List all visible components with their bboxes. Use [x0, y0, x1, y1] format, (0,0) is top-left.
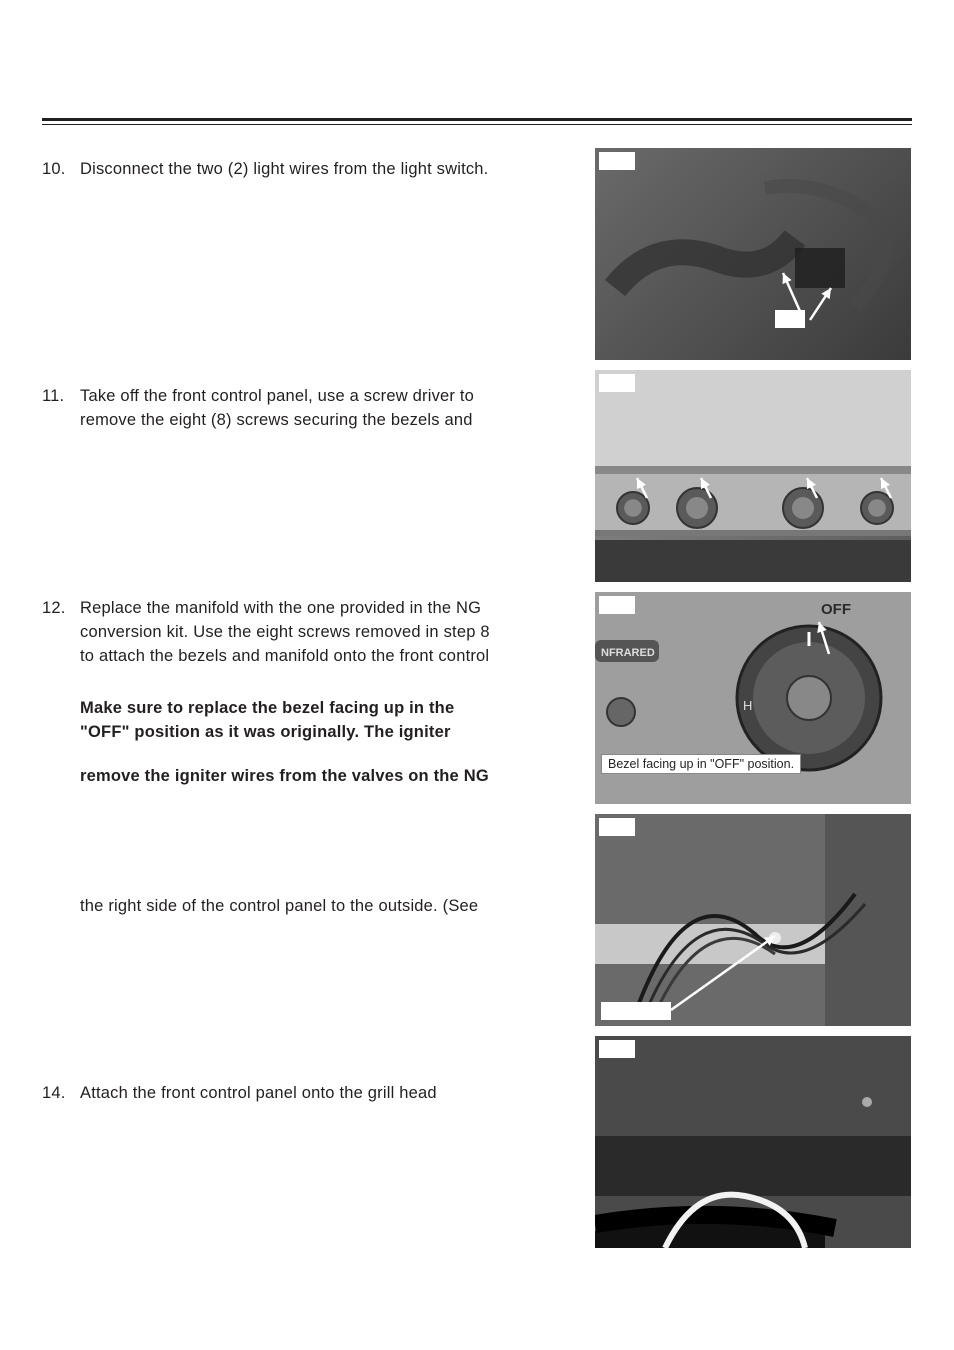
- step-text: Replace the manifold with the one provid…: [80, 597, 582, 789]
- figure-annotation: [775, 310, 805, 328]
- step-number: 14.: [42, 1082, 80, 1106]
- step-line: Disconnect the two (2) light wires from …: [80, 158, 582, 182]
- rule-thin: [42, 124, 912, 125]
- step-bold-line: Make sure to replace the bezel facing up…: [80, 697, 582, 721]
- figure-annotation: [601, 1002, 671, 1020]
- figure-graphic: [595, 370, 911, 582]
- step-line: Take off the front control panel, use a …: [80, 385, 582, 409]
- step-line: remove the eight (8) screws securing the…: [80, 409, 582, 433]
- figure-graphic: [595, 1036, 911, 1248]
- step-line: to attach the bezels and manifold onto t…: [80, 645, 582, 669]
- header-rule: [42, 118, 912, 125]
- step-bold-line: "OFF" position as it was originally. The…: [80, 721, 582, 745]
- svg-text:NFRARED: NFRARED: [601, 647, 655, 659]
- step-text: the right side of the control panel to t…: [80, 895, 582, 919]
- step-text: Take off the front control panel, use a …: [80, 385, 582, 433]
- step-number: 11.: [42, 385, 80, 433]
- step: 12.Replace the manifold with the one pro…: [42, 597, 582, 789]
- figure-label: [599, 596, 635, 614]
- fig12: OFF NFRARED H Bezel facing up in "OFF" pos…: [595, 592, 911, 804]
- step-line: Replace the manifold with the one provid…: [80, 597, 582, 621]
- step-bold-line: remove the igniter wires from the valves…: [80, 765, 582, 789]
- svg-text:OFF: OFF: [821, 601, 851, 618]
- fig13: [595, 814, 911, 1026]
- step: 10.Disconnect the two (2) light wires fr…: [42, 158, 582, 182]
- rule-thick: [42, 118, 912, 121]
- figure-graphic: [595, 148, 911, 360]
- figure-graphic: [595, 814, 911, 1026]
- figure-label: [599, 1040, 635, 1058]
- step: 14.Attach the front control panel onto t…: [42, 1082, 582, 1106]
- fig10: [595, 148, 911, 360]
- step-text: Attach the front control panel onto the …: [80, 1082, 582, 1106]
- figure-label: [599, 818, 635, 836]
- step-line: the right side of the control panel to t…: [80, 895, 582, 919]
- step: the right side of the control panel to t…: [42, 895, 582, 919]
- step-text: Disconnect the two (2) light wires from …: [80, 158, 582, 182]
- step: 11.Take off the front control panel, use…: [42, 385, 582, 433]
- step-number: [42, 895, 80, 919]
- figure-label: [599, 152, 635, 170]
- fig14: [595, 1036, 911, 1248]
- fig11: [595, 370, 911, 582]
- step-line: Attach the front control panel onto the …: [80, 1082, 582, 1106]
- svg-text:H: H: [743, 698, 752, 713]
- step-number: 10.: [42, 158, 80, 182]
- step-line: conversion kit. Use the eight screws rem…: [80, 621, 582, 645]
- step-number: 12.: [42, 597, 80, 789]
- figure-label: [599, 374, 635, 392]
- figure-caption: Bezel facing up in "OFF" position.: [601, 754, 801, 774]
